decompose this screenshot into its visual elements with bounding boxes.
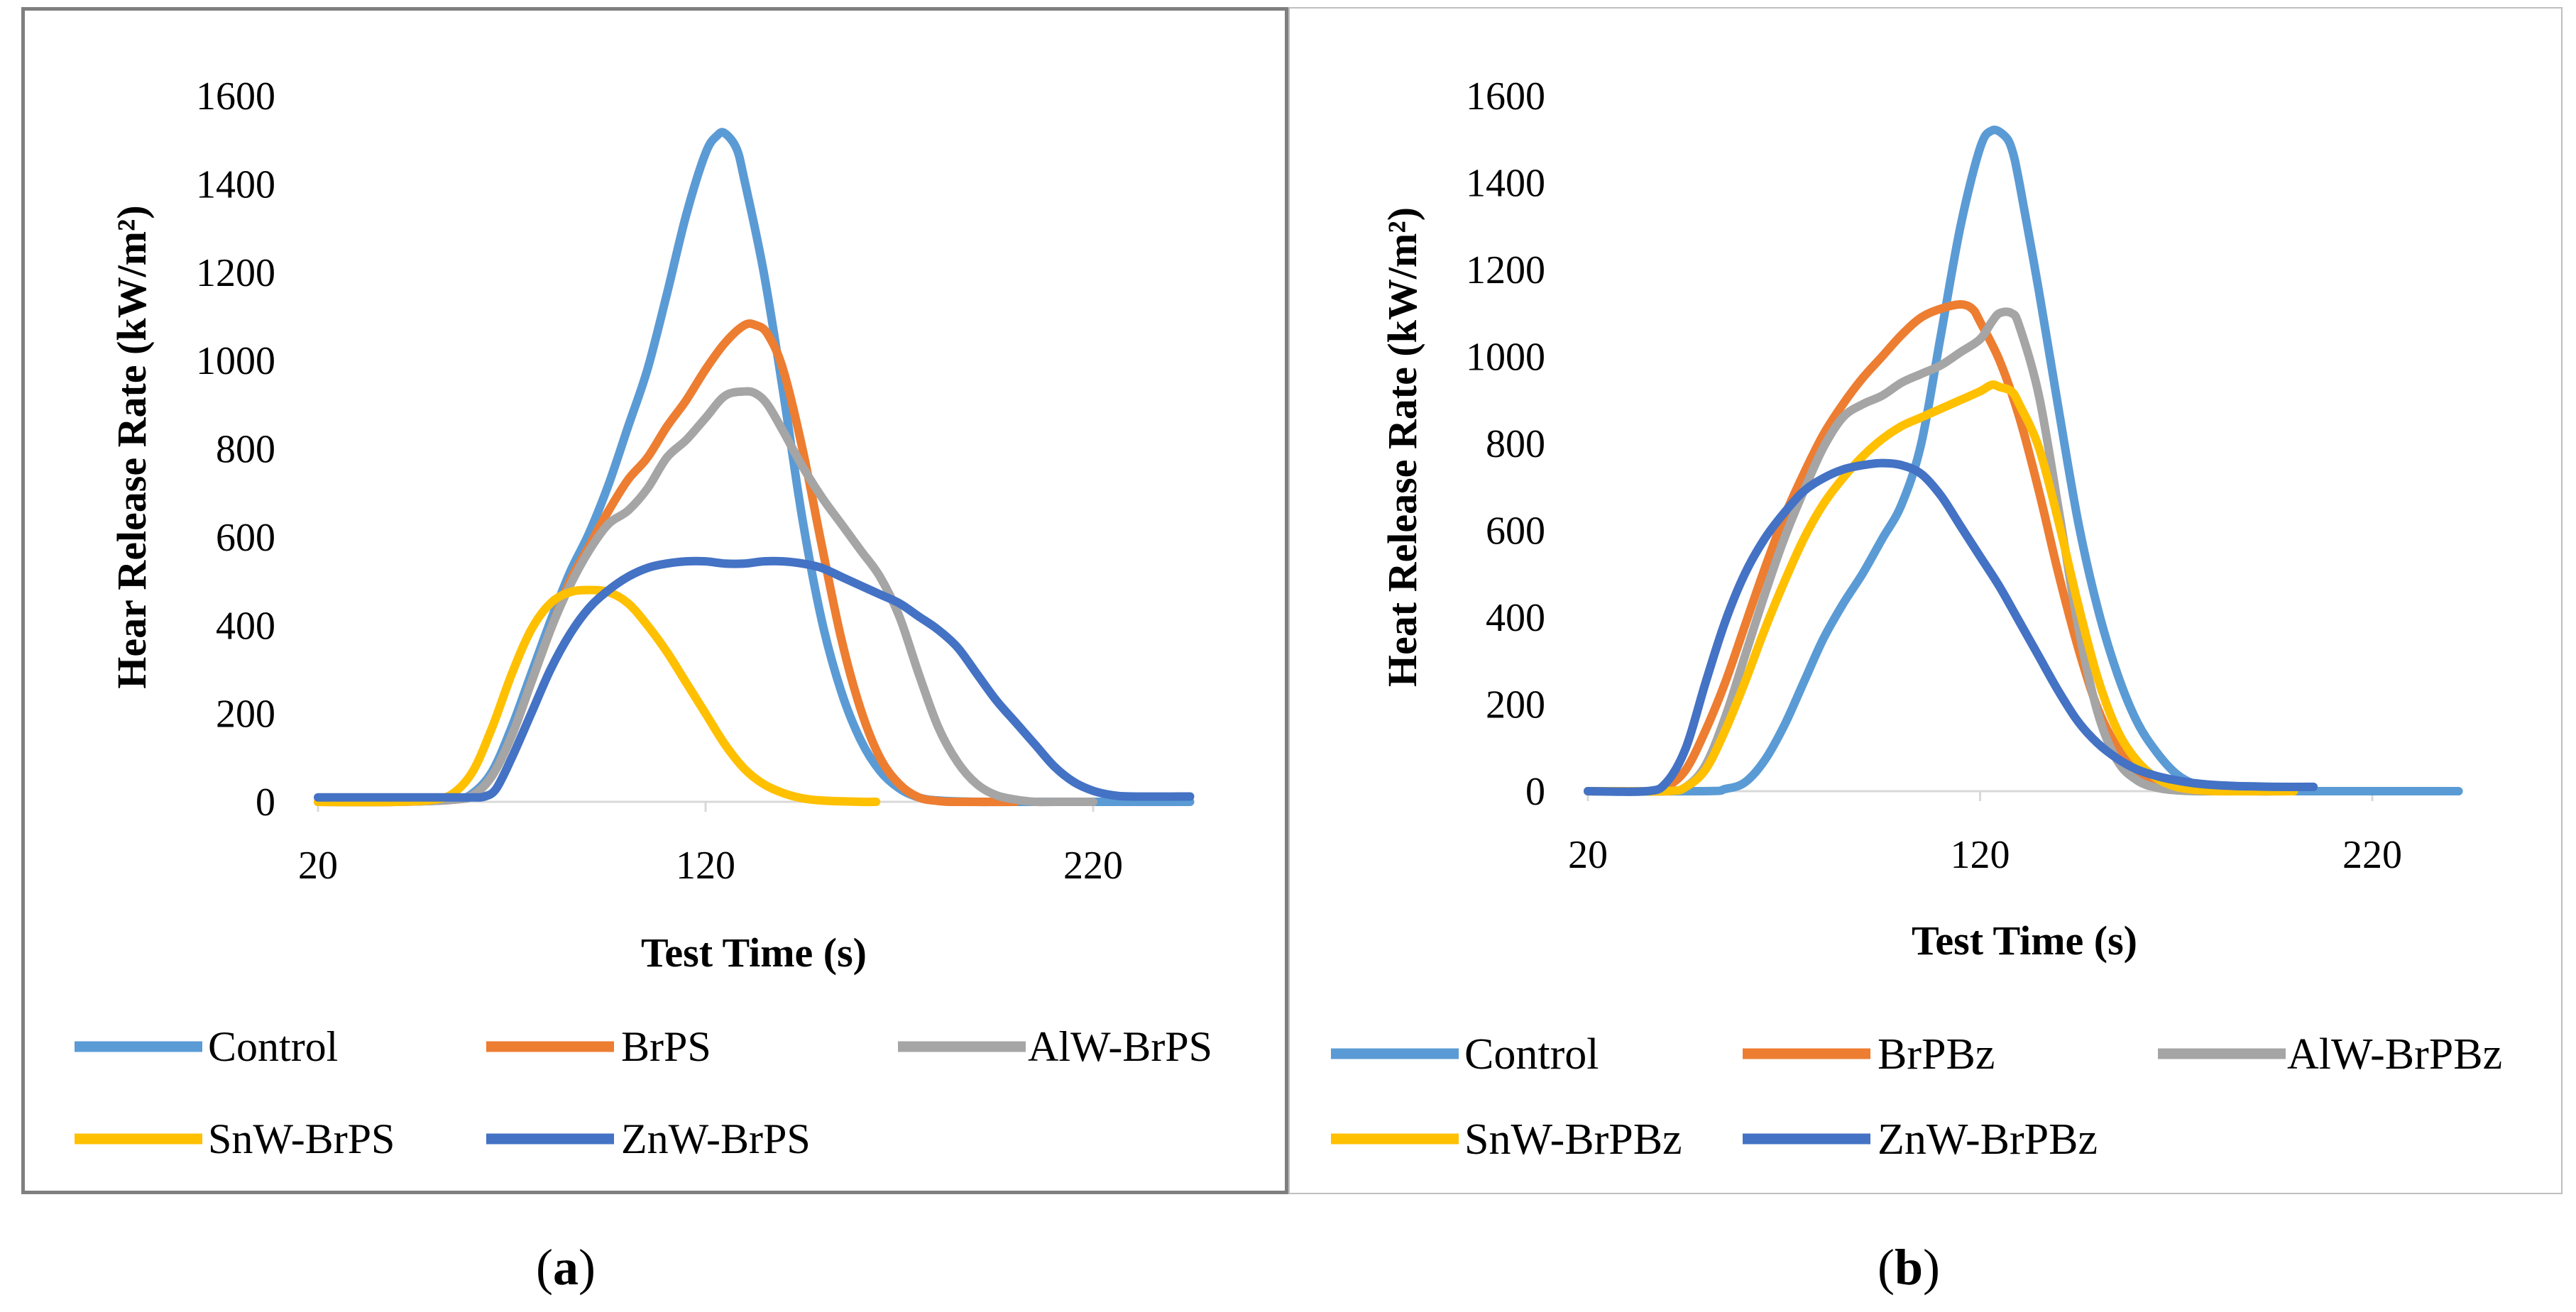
legend-label-znw-brpbz: ZnW-BrPBz xyxy=(1878,1115,2098,1164)
legend-label-brps: BrPS xyxy=(621,1023,711,1070)
legend-label-brpbz: BrPBz xyxy=(1878,1030,1995,1079)
x-tick-label: 220 xyxy=(2342,833,2402,877)
y-tick-label: 400 xyxy=(216,604,275,648)
panel-letter-a: a xyxy=(552,1239,579,1296)
y-tick-label: 1000 xyxy=(196,339,275,383)
x-tick-label: 20 xyxy=(298,844,338,888)
y-axis-title: Heat Release Rate (kW/m²) xyxy=(1379,207,1425,687)
y-tick-label: 0 xyxy=(1525,770,1545,814)
legend-label-snw-brps: SnW-BrPS xyxy=(208,1115,395,1162)
panel-label-b: (b) xyxy=(1878,1239,1941,1296)
series-line-alw-brpbz xyxy=(1584,307,2298,796)
y-tick-label: 1400 xyxy=(196,162,275,206)
legend-label-snw-brpbz: SnW-BrPBz xyxy=(1464,1115,1682,1164)
x-axis-title: Test Time (s) xyxy=(1912,917,2137,964)
legend-label-control: Control xyxy=(208,1023,338,1070)
y-tick-label: 800 xyxy=(1486,422,1545,466)
x-tick-label: 120 xyxy=(1951,833,2010,877)
y-tick-label: 600 xyxy=(1486,509,1545,553)
x-axis-title: Test Time (s) xyxy=(641,930,867,976)
x-tick-label: 20 xyxy=(1568,833,1608,877)
y-tick-label: 200 xyxy=(216,693,275,737)
y-tick-label: 1200 xyxy=(196,251,275,295)
x-tick-label: 120 xyxy=(676,844,735,888)
y-tick-label: 1000 xyxy=(1466,336,1545,380)
y-tick-label: 800 xyxy=(216,428,275,472)
y-tick-label: 0 xyxy=(256,781,275,825)
y-axis-title: Hear Release Rate (kW/m²) xyxy=(109,205,155,689)
y-tick-label: 1400 xyxy=(1466,162,1545,206)
legend-a: Control BrPS AlW-BrPS SnW-BrPS ZnW-BrPS xyxy=(75,1023,1212,1162)
series-line-znw-brps xyxy=(314,556,1195,802)
y-tick-label: 200 xyxy=(1486,683,1545,727)
series-line-snw-brps xyxy=(314,585,881,807)
legend-b: Control BrPBz AlW-BrPBz SnW-BrPBz ZnW-Br… xyxy=(1331,1030,2502,1164)
legend-label-control: Control xyxy=(1464,1030,1599,1079)
panel-b-frame xyxy=(1288,7,2563,1194)
series-line-znw-brpbz xyxy=(1584,458,2318,796)
legend-label-znw-brps: ZnW-BrPS xyxy=(621,1115,811,1162)
legend-label-alw-brps: AlW-BrPS xyxy=(1028,1023,1212,1070)
legend-label-alw-brpbz: AlW-BrPBz xyxy=(2287,1030,2502,1079)
y-tick-label: 1200 xyxy=(1466,248,1545,292)
panel-letter-b: b xyxy=(1894,1239,1924,1296)
panel-a-frame xyxy=(21,7,1288,1194)
x-tick-label: 220 xyxy=(1063,844,1123,888)
y-tick-label: 400 xyxy=(1486,596,1545,640)
panel-label-a: (a) xyxy=(536,1239,596,1296)
y-tick-label: 600 xyxy=(216,516,275,560)
series-line-alw-brps xyxy=(314,387,1097,807)
y-tick-label: 1600 xyxy=(1466,75,1545,118)
y-tick-label: 1600 xyxy=(196,75,275,118)
